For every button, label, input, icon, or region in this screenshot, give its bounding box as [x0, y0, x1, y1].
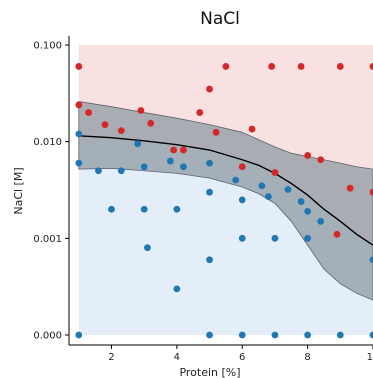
red-data-point [333, 230, 341, 238]
uncertainty-band [78, 101, 373, 301]
red-data-point [238, 163, 246, 171]
x-tick-label: 8 [304, 352, 310, 363]
red-data-point [369, 63, 373, 70]
blue-data-point [304, 234, 312, 242]
red-data-point [248, 125, 256, 133]
blue-data-point [271, 331, 279, 339]
chart-title: NaCl [200, 9, 240, 29]
red-data-point [85, 109, 93, 116]
boundary-line [78, 135, 373, 246]
y-tick-label: 0.001 [33, 234, 62, 245]
lower-region [78, 135, 373, 335]
red-data-point [271, 169, 279, 176]
y-axis-label: NaCl [M] [12, 167, 25, 214]
red-data-point [346, 184, 354, 192]
red-data-point [206, 85, 213, 93]
red-data-point [147, 119, 155, 127]
y-tick-label: 0.010 [33, 137, 62, 148]
blue-data-point [264, 193, 272, 201]
red-data-point [170, 146, 178, 154]
blue-data-point [297, 198, 305, 205]
blue-data-point [95, 167, 102, 175]
blue-data-point [304, 331, 312, 339]
blue-data-point [238, 234, 246, 242]
blue-data-point [75, 130, 83, 138]
red-data-point [75, 63, 83, 70]
blue-data-point [238, 196, 246, 204]
blue-data-point [134, 140, 142, 148]
blue-data-point [258, 182, 266, 190]
blue-data-point [206, 188, 213, 196]
blue-data-point [173, 205, 181, 213]
red-data-point [222, 63, 230, 70]
red-data-point [137, 107, 145, 114]
red-data-point [180, 146, 187, 154]
blue-data-point [317, 217, 325, 225]
x-tick-label: 10 [367, 352, 373, 363]
blue-data-point [336, 331, 344, 339]
blue-data-point [166, 157, 174, 165]
red-data-point [304, 152, 312, 159]
blue-data-point [140, 205, 148, 213]
blue-data-point [232, 176, 240, 184]
blue-data-point [75, 159, 83, 167]
blue-data-point [206, 331, 213, 339]
blue-data-point [144, 244, 151, 252]
red-data-point [101, 121, 109, 129]
x-tick-label: 6 [239, 352, 245, 363]
blue-data-point [75, 331, 83, 339]
y-tick-label: 0.000 [33, 331, 62, 342]
blue-data-point [369, 256, 373, 264]
red-data-point [336, 63, 344, 70]
blue-data-point [180, 163, 187, 171]
blue-data-point [238, 331, 246, 339]
blue-data-point [369, 331, 373, 339]
red-data-point [297, 63, 305, 70]
red-data-point [317, 156, 325, 164]
blue-data-point [206, 159, 213, 167]
x-axis-label: Protein [%] [179, 366, 240, 378]
blue-data-point [206, 256, 213, 264]
red-data-point [117, 127, 125, 135]
red-data-point [369, 188, 373, 196]
blue-data-point [271, 234, 279, 242]
red-data-point [212, 128, 220, 136]
blue-data-point [108, 205, 115, 213]
x-tick-label: 4 [174, 352, 180, 363]
red-data-point [196, 109, 204, 116]
x-tick-label: 2 [108, 352, 114, 363]
blue-data-point [284, 186, 292, 193]
red-data-point [75, 101, 83, 109]
red-data-point [268, 63, 276, 70]
blue-data-point [173, 285, 181, 293]
blue-data-point [117, 167, 125, 175]
blue-data-point [140, 163, 148, 171]
y-tick-label: 0.100 [33, 41, 62, 52]
blue-data-point [304, 207, 312, 215]
